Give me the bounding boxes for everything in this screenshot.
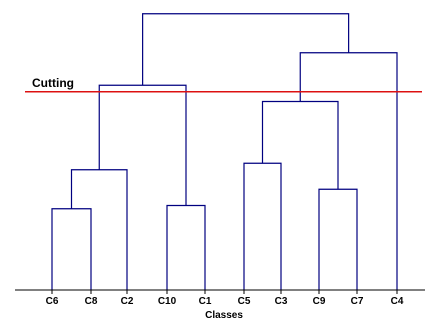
cutting-label: Cutting: [32, 76, 74, 90]
leaf-label-c9: C9: [313, 296, 326, 307]
leaf-label-c2: C2: [121, 296, 134, 307]
merge-link-4: [70, 169, 128, 290]
leaf-labels: C6 C8 C2 C10 C1 C5 C3 C9 C7 C4: [46, 296, 404, 307]
leaf-label-c7: C7: [351, 296, 364, 307]
merge-link-1: [51, 208, 92, 290]
leaf-label-c1: C1: [199, 296, 212, 307]
merge-link-8: [299, 52, 398, 290]
merge-link-6: [261, 100, 339, 190]
merge-link-5: [243, 162, 282, 290]
x-axis-title: Classes: [205, 310, 243, 321]
merge-link-3: [318, 188, 358, 290]
leaf-label-c5: C5: [238, 296, 251, 307]
leaf-label-c4: C4: [391, 296, 404, 307]
leaf-label-c8: C8: [85, 296, 98, 307]
leaf-label-c3: C3: [275, 296, 288, 307]
leaf-label-c6: C6: [46, 296, 59, 307]
merge-link-2: [166, 204, 206, 290]
merge-link-9: [142, 13, 350, 86]
x-axis-ticks: [51, 290, 398, 294]
leaf-label-c10: C10: [158, 296, 177, 307]
dendrogram-links: [51, 13, 398, 290]
merge-link-7: [98, 84, 187, 206]
